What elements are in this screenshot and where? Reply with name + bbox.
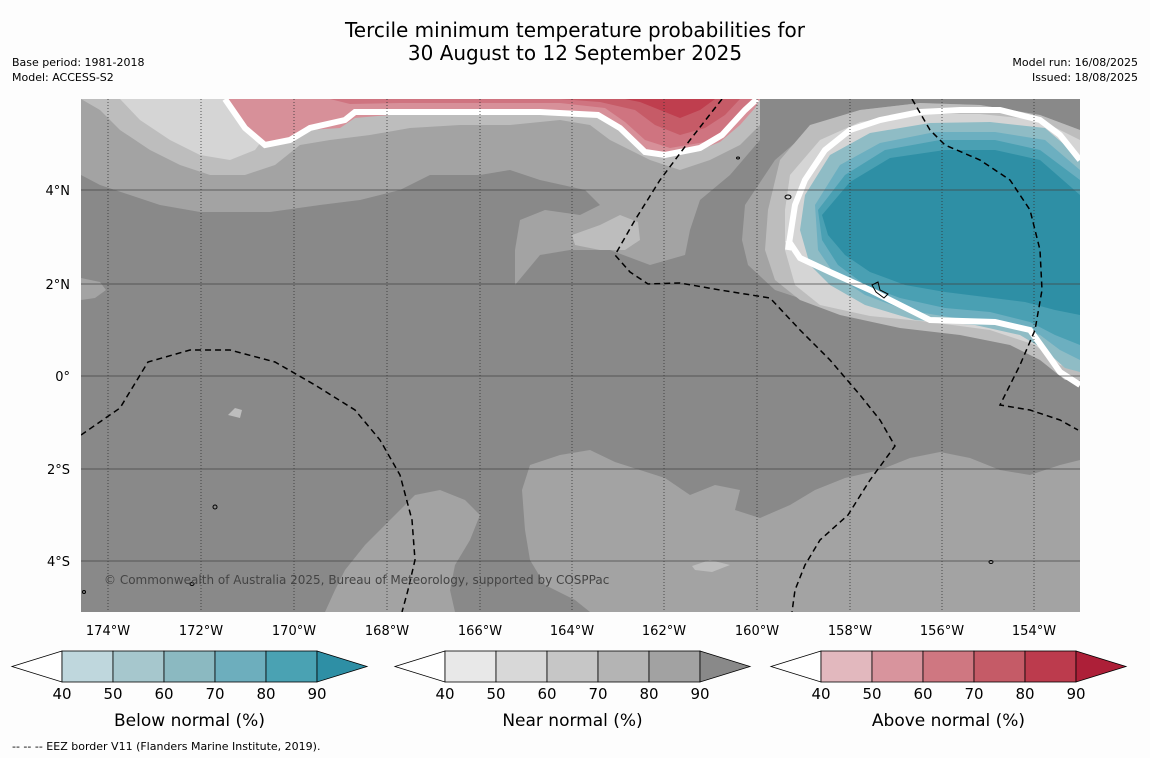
lat-tick-label: 4°S (47, 555, 70, 570)
base-period-text: Base period: 1981-2018 (12, 56, 145, 69)
island-g (736, 156, 740, 160)
colorbar-segment (112, 650, 165, 683)
copyright-text: © Commonwealth of Australia 2025, Bureau… (104, 573, 609, 587)
colorbar-low-extension (10, 650, 63, 683)
colorbar-tick-label: 60 (154, 685, 173, 703)
lat-tick-label: 2°S (47, 463, 70, 478)
colorbar-tick-label: 80 (256, 685, 275, 703)
latitude-tick-labels: 4°N 2°N 0° 2°S 4°S (46, 184, 71, 570)
meta-left: Base period: 1981-2018 Model: ACCESS-S2 (12, 55, 144, 85)
island-d (189, 582, 195, 586)
colorbar-low-extension (393, 650, 446, 683)
lat-tick-label: 2°N (46, 278, 71, 293)
colorbar-tick-label: 70 (588, 685, 607, 703)
map-gridlines (81, 99, 1080, 612)
colorbar-tick-label: 40 (435, 685, 454, 703)
near-normal-70-80-west-patch (81, 278, 106, 300)
colorbar-tick-label: 80 (639, 685, 658, 703)
lon-tick-label: 174°W (86, 624, 130, 639)
colorbar-tick-label: 50 (862, 685, 881, 703)
eez-borders (81, 99, 1079, 612)
colorbar-title: Above normal (%) (872, 711, 1025, 731)
map-title-line-2: 30 August to 12 September 2025 (407, 41, 743, 65)
island-f (82, 590, 86, 594)
colorbar-tick-label: 70 (964, 685, 983, 703)
colorbar-segment (1024, 650, 1077, 683)
colorbar-title: Below normal (%) (114, 711, 265, 731)
colorbar-segment (61, 650, 114, 683)
below-normal-boundary (785, 107, 1080, 388)
colorbar-tick-label: 90 (690, 685, 709, 703)
lon-tick-label: 154°W (1012, 624, 1056, 639)
colorbar-segment (922, 650, 975, 683)
colorbar-tick-label: 80 (1015, 685, 1034, 703)
lon-tick-label: 172°W (179, 624, 223, 639)
colorbar-segment (495, 650, 548, 683)
near-normal-70-80-south-band (81, 450, 1080, 612)
eez-border-central (614, 99, 896, 612)
colorbar-segment (648, 650, 701, 683)
colorbar-title: Near normal (%) (502, 711, 642, 731)
model-run-text: Model run: 16/08/2025 (1012, 56, 1138, 69)
lon-tick-label: 162°W (642, 624, 686, 639)
map-title-line-1: Tercile minimum temperature probabilitie… (344, 18, 806, 42)
eez-border-east (911, 99, 1079, 431)
island-b (871, 281, 889, 299)
colorbar-segment (214, 650, 267, 683)
colorbar-segment (163, 650, 216, 683)
map-figure: © Commonwealth of Australia 2025, Bureau… (10, 99, 1128, 731)
eez-border-west (81, 349, 416, 612)
colorbar-segment (597, 650, 650, 683)
colorbar-high-extension (1075, 650, 1128, 683)
colorbar-segment (444, 650, 497, 683)
colorbar-tick-label: 60 (913, 685, 932, 703)
below-normal-80-90-region (822, 150, 1080, 315)
colorbar-tick-label: 90 (307, 685, 326, 703)
colorbars: 40 50 60 70 80 90 Below normal (%) 40 50 60 70 80 90… (10, 650, 1128, 731)
colorbar: 40 50 60 70 80 90 Above normal (%) (769, 650, 1128, 731)
meta-right: Model run: 16/08/2025 Issued: 18/08/2025 (1012, 55, 1138, 85)
near-normal-60-70-south-patch (692, 560, 730, 572)
colorbar-tick-label: 60 (537, 685, 556, 703)
lon-tick-label: 164°W (550, 624, 594, 639)
lon-tick-label: 170°W (272, 624, 316, 639)
eez-footnote: -- -- -- EEZ border V11 (Flanders Marine… (12, 740, 321, 753)
island-a (784, 194, 792, 200)
colorbar-tick-label: 70 (205, 685, 224, 703)
map-plot: © Commonwealth of Australia 2025, Bureau… (81, 99, 1080, 612)
colorbar-segment (871, 650, 924, 683)
colorbar-tick-label: 50 (486, 685, 505, 703)
island-e (988, 560, 994, 564)
lon-tick-label: 166°W (458, 624, 502, 639)
colorbar-segment (265, 650, 318, 683)
colorbar-low-extension (769, 650, 822, 683)
colorbar-tick-label: 40 (811, 685, 830, 703)
colorbar-tick-label: 90 (1066, 685, 1085, 703)
colorbar: 40 50 60 70 80 90 Near normal (%) (393, 650, 752, 731)
colorbar-tick-label: 50 (103, 685, 122, 703)
lon-tick-label: 160°W (735, 624, 779, 639)
lat-tick-label: 0° (55, 370, 70, 385)
lon-tick-label: 168°W (365, 624, 409, 639)
near-normal-60-70-west-patch (228, 408, 242, 418)
island-c (212, 504, 218, 510)
colorbar-high-extension (316, 650, 369, 683)
colorbar-segment (546, 650, 599, 683)
above-normal-boundary (222, 99, 760, 159)
issued-text: Issued: 18/08/2025 (1031, 71, 1138, 84)
islands (82, 156, 994, 594)
lon-tick-label: 158°W (828, 624, 872, 639)
colorbar-high-extension (699, 650, 752, 683)
lat-tick-label: 4°N (46, 184, 71, 199)
colorbar: 40 50 60 70 80 90 Below normal (%) (10, 650, 369, 731)
lon-tick-label: 156°W (920, 624, 964, 639)
colorbar-segment (973, 650, 1026, 683)
above-normal-80-90-region (625, 99, 715, 118)
model-text: Model: ACCESS-S2 (12, 71, 114, 84)
colorbar-segment (820, 650, 873, 683)
longitude-tick-labels: 174°W 172°W 170°W 168°W 166°W 164°W 162°W 160°W… (86, 624, 1056, 639)
colorbar-tick-label: 40 (52, 685, 71, 703)
